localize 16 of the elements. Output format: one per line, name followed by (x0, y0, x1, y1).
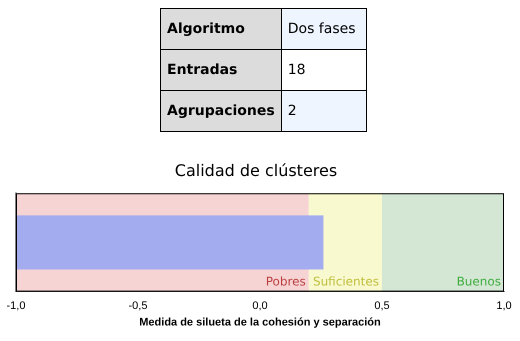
text: 18 (281, 50, 366, 90)
x-axis-title: Medida de silueta de la cohesión y separación (139, 316, 382, 328)
text: Entradas (160, 50, 282, 90)
band-label: Pobres (266, 274, 306, 289)
band-label: Suficientes (312, 274, 379, 289)
x-tick-label: 0,0 (252, 300, 268, 312)
text: Dos fases (281, 8, 366, 50)
x-tick-label: 1,0 (496, 300, 512, 312)
band-label: Buenos (456, 274, 501, 289)
chart-title: Calidad de clústeres (174, 160, 338, 180)
x-tick-label: -0,5 (128, 300, 148, 312)
text: Agrupaciones (160, 90, 282, 132)
x-tick-label: 0,5 (374, 300, 390, 312)
x-tick-label: -1,0 (6, 300, 26, 312)
text: 2 (281, 90, 366, 132)
text: Algoritmo (160, 8, 282, 50)
